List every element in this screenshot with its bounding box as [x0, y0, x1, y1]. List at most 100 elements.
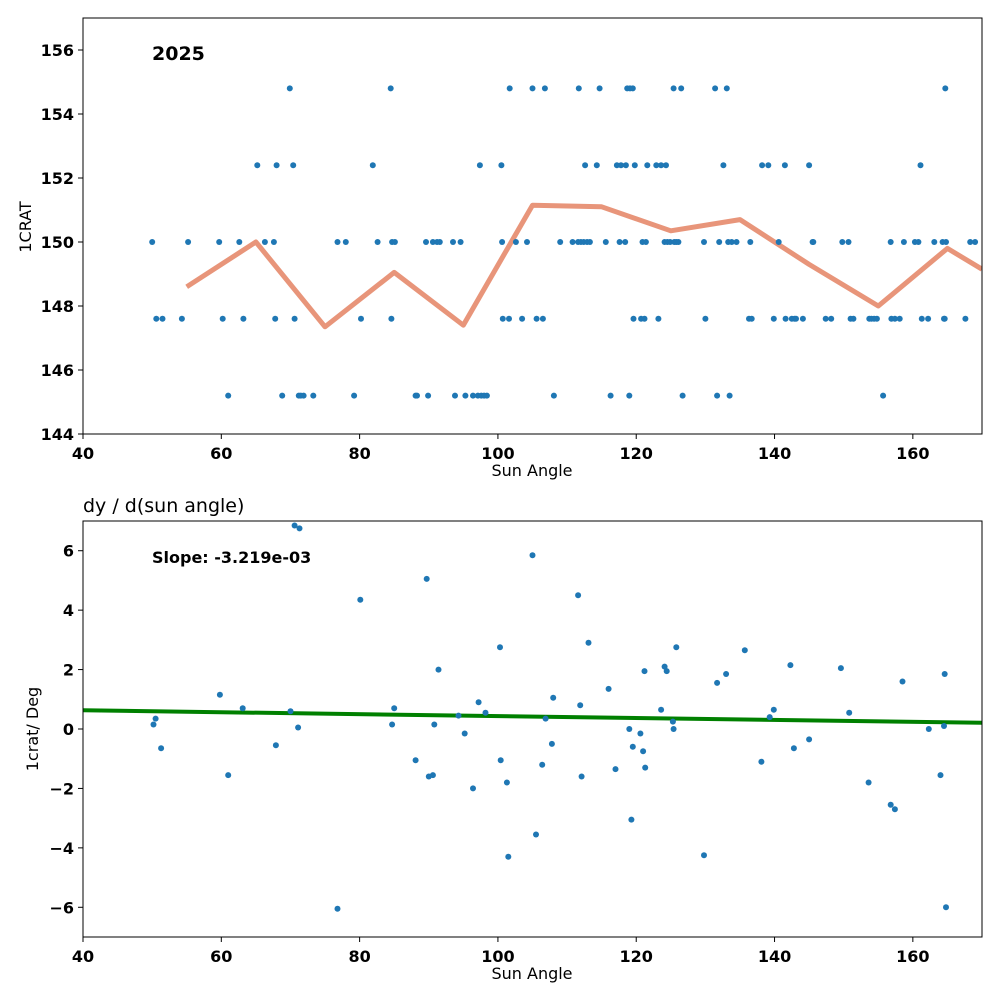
data-point — [519, 315, 526, 322]
data-point — [542, 715, 549, 722]
data-point — [667, 239, 674, 245]
data-point — [663, 162, 669, 169]
data-point — [452, 392, 458, 399]
data-point — [178, 315, 185, 322]
top-plot-area — [149, 85, 982, 399]
data-point — [216, 691, 223, 698]
x-tick-label: 140 — [758, 947, 791, 966]
data-point — [586, 239, 593, 245]
data-point — [748, 315, 755, 322]
data-point — [702, 315, 709, 322]
top-axes-frame — [82, 17, 983, 435]
data-point — [290, 162, 297, 169]
data-point — [915, 239, 922, 245]
data-point — [236, 239, 243, 245]
data-point — [374, 239, 381, 245]
data-point — [273, 162, 280, 169]
y-tick-label: −6 — [49, 898, 74, 917]
data-point — [839, 239, 846, 245]
y-tick-label: −2 — [49, 779, 74, 798]
data-point — [663, 668, 670, 675]
data-point — [937, 772, 944, 779]
data-point — [569, 239, 576, 245]
y-tick-label: 154 — [41, 105, 74, 124]
data-point — [770, 706, 777, 713]
data-point — [891, 806, 898, 813]
data-point — [436, 239, 443, 245]
data-point — [941, 671, 948, 677]
y-tick-label: −4 — [49, 839, 74, 858]
bottom-title: dy / d(sun angle) — [83, 495, 244, 517]
data-point — [642, 764, 649, 771]
data-point — [679, 392, 686, 399]
data-point — [943, 239, 949, 245]
data-point — [626, 726, 633, 732]
bottom-y-axis-label: 1crat/ Deg — [23, 687, 42, 771]
data-point — [631, 162, 638, 169]
data-point — [630, 315, 637, 322]
data-point — [391, 705, 398, 712]
y-tick-label: 144 — [41, 425, 74, 444]
y-tick-label: 6 — [63, 542, 74, 561]
data-point — [613, 162, 620, 169]
y-tick-label: 0 — [63, 720, 74, 739]
data-point — [616, 239, 623, 245]
y-tick-label: 150 — [41, 233, 74, 252]
data-point — [295, 724, 302, 731]
data-point — [470, 785, 476, 792]
data-point — [942, 85, 949, 92]
y-tick-label: 146 — [41, 361, 74, 380]
data-point — [747, 239, 754, 245]
data-point — [506, 85, 513, 92]
data-point — [622, 239, 629, 245]
data-point — [582, 162, 589, 169]
data-point — [655, 315, 662, 322]
data-point — [575, 85, 582, 92]
data-point — [618, 162, 624, 169]
data-point — [423, 239, 429, 245]
data-point — [873, 315, 880, 322]
data-point — [782, 315, 789, 322]
bottom-scatter-layer — [150, 522, 949, 912]
bottom-x-axis-label: Sun Angle — [491, 964, 572, 983]
data-point — [899, 678, 906, 685]
data-point — [152, 715, 159, 722]
data-point — [279, 392, 286, 399]
data-point — [941, 723, 947, 729]
x-tick-label: 160 — [896, 444, 929, 463]
data-point — [389, 721, 396, 728]
top-x-ticks: 40 60 80 100 120 140 160 — [72, 434, 930, 463]
data-point — [483, 392, 490, 399]
data-point — [475, 699, 482, 706]
data-point — [653, 162, 660, 169]
data-point — [557, 239, 564, 245]
subplot-bottom: 40 60 80 100 120 140 160 −6 −4 −2 0 2 4 6 dy / d(sun… — [23, 495, 983, 983]
data-point — [388, 315, 395, 322]
data-point — [550, 392, 557, 399]
data-point — [357, 596, 364, 603]
x-tick-label: 80 — [348, 947, 370, 966]
data-point — [429, 772, 436, 779]
data-point — [793, 315, 799, 322]
data-point — [310, 392, 317, 399]
data-point — [476, 162, 483, 169]
data-point — [539, 315, 546, 322]
data-point — [351, 392, 358, 399]
bottom-x-ticks: 40 60 80 100 120 140 160 — [72, 937, 930, 966]
x-tick-label: 160 — [896, 947, 929, 966]
data-point — [675, 239, 682, 245]
data-point — [578, 773, 585, 780]
x-tick-label: 60 — [210, 444, 232, 463]
data-point — [931, 239, 938, 245]
data-point — [431, 721, 438, 728]
data-point — [499, 315, 506, 322]
data-point — [622, 162, 629, 169]
data-point — [602, 239, 609, 245]
data-point — [806, 162, 813, 169]
x-tick-label: 40 — [72, 947, 94, 966]
data-point — [887, 801, 894, 808]
data-point — [450, 239, 456, 245]
data-point — [505, 853, 512, 860]
data-point — [714, 392, 721, 399]
data-point — [775, 239, 782, 245]
